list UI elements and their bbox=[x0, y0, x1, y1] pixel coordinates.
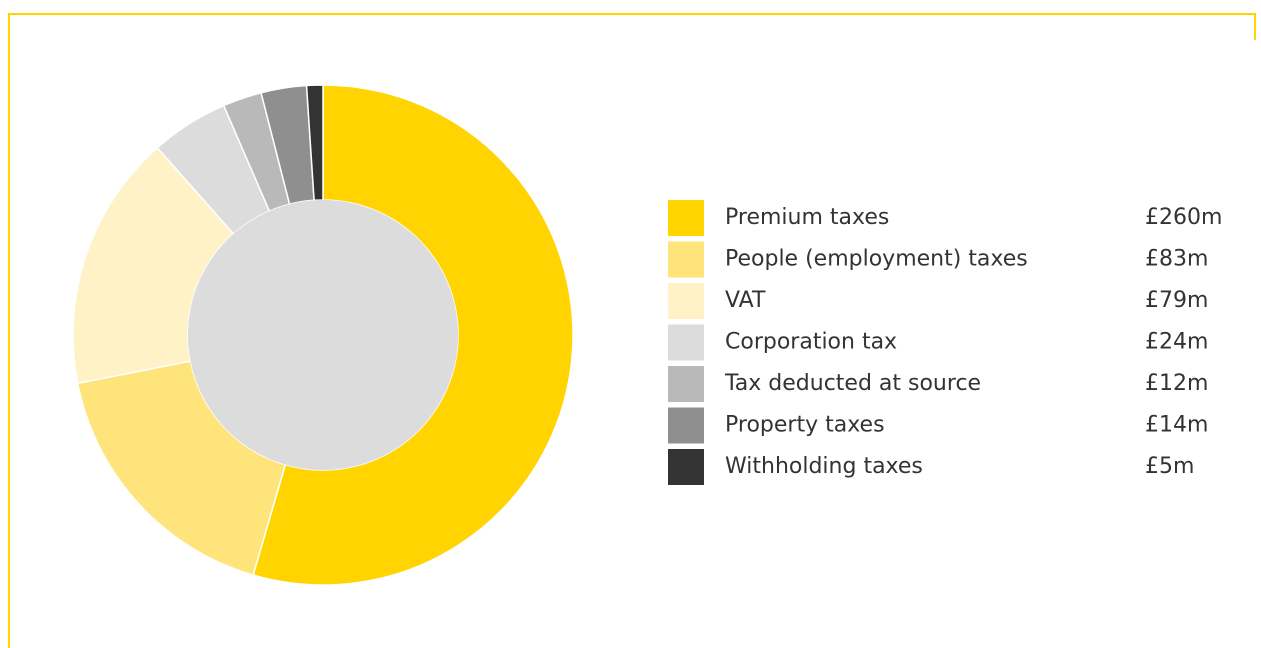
legend-label: Withholding taxes bbox=[725, 454, 923, 479]
legend-swatch bbox=[668, 200, 704, 236]
donut-hole bbox=[188, 200, 458, 470]
legend-label: Property taxes bbox=[725, 413, 885, 438]
legend-label: Corporation tax bbox=[725, 330, 897, 355]
legend-swatch bbox=[668, 366, 704, 402]
value-label: £83m bbox=[1145, 247, 1208, 272]
value-label: £260m bbox=[1145, 205, 1222, 230]
value-label: £5m bbox=[1145, 454, 1194, 479]
value-label: £79m bbox=[1145, 288, 1208, 313]
value-label: £14m bbox=[1145, 413, 1208, 438]
legend-swatch bbox=[668, 241, 704, 278]
legend-swatch bbox=[668, 283, 704, 319]
value-label: £12m bbox=[1145, 371, 1208, 396]
legend-swatch bbox=[668, 407, 704, 444]
legend-label: Premium taxes bbox=[725, 205, 889, 230]
legend-label: Tax deducted at source bbox=[724, 371, 981, 396]
legend-swatch bbox=[668, 324, 704, 361]
legend-swatch bbox=[668, 449, 704, 485]
legend-label: VAT bbox=[725, 288, 766, 313]
legend-label: People (employment) taxes bbox=[725, 247, 1028, 272]
value-label: £24m bbox=[1145, 330, 1208, 355]
